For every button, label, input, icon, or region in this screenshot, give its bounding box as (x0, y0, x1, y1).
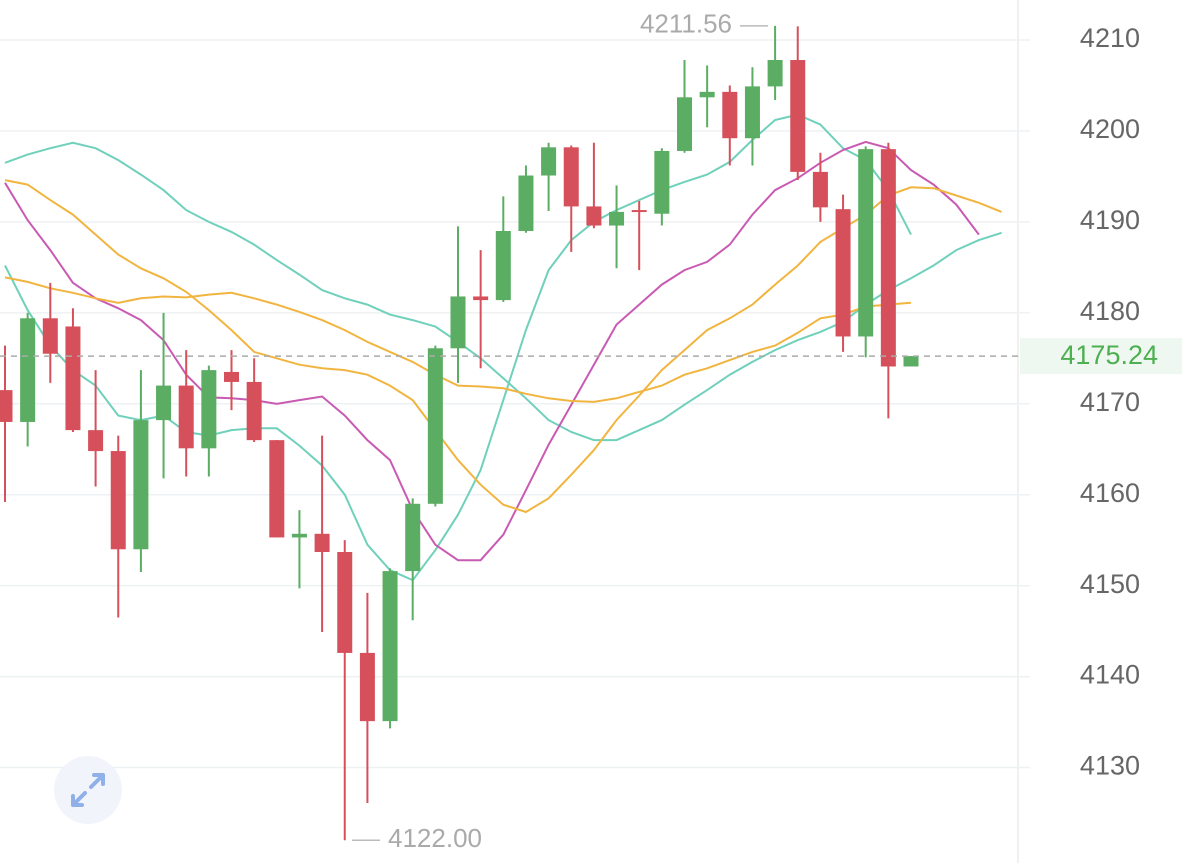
candles (0, 25, 919, 841)
candle-body (110, 451, 126, 550)
candle-body (858, 149, 874, 337)
y-tick-label: 4140 (1080, 660, 1140, 690)
candle-body (42, 318, 58, 354)
candle-body (133, 420, 149, 550)
candle-body (495, 230, 511, 301)
candle-body (246, 381, 262, 441)
candle-body (291, 533, 307, 538)
candle-body (359, 652, 375, 722)
candle-body (609, 211, 625, 226)
candle-body (699, 91, 715, 98)
ma-line (4, 141, 1002, 442)
y-tick-label: 4150 (1080, 569, 1140, 599)
candle-body (744, 86, 760, 139)
candle-body (178, 385, 194, 449)
ma-line (4, 179, 1002, 514)
candle-body (654, 150, 670, 214)
candle-body (405, 503, 421, 572)
candle-body (88, 430, 104, 452)
y-tick-label: 4160 (1080, 478, 1140, 508)
candle-body (65, 326, 81, 431)
last-price-label: 4175.24 (1060, 340, 1158, 370)
y-tick-label: 4180 (1080, 296, 1140, 326)
candle-body (156, 385, 172, 421)
candle-body (631, 210, 647, 213)
candle-body (903, 356, 919, 367)
candle-body (518, 175, 534, 231)
candle-body (722, 91, 738, 139)
candle-body (0, 390, 13, 422)
candle-body (563, 147, 579, 207)
annotations: 4175.24 4211.56 4122.00 (0, 9, 1182, 853)
candle-body (790, 60, 806, 172)
y-tick-label: 4210 (1080, 23, 1140, 53)
candle-body (835, 209, 851, 337)
candle-body (382, 571, 398, 722)
candle-body (473, 296, 489, 301)
ma-line (4, 140, 980, 562)
candle-body (586, 206, 602, 226)
y-tick-label: 4170 (1080, 387, 1140, 417)
candle-body (541, 147, 557, 176)
candle-body (224, 371, 239, 382)
candle-body (427, 348, 443, 504)
ma-line (4, 113, 912, 582)
candle-body (812, 171, 828, 208)
candle-body (767, 60, 783, 87)
y-tick-label: 4200 (1080, 114, 1140, 144)
y-tick-label: 4190 (1080, 205, 1140, 235)
y-tick-label: 4130 (1080, 751, 1140, 781)
expand-button[interactable] (54, 756, 122, 824)
last-price-box (1020, 338, 1182, 375)
candle-body (677, 97, 692, 151)
candle-body (880, 149, 896, 367)
candle-body (201, 370, 217, 449)
max-marker-label: 4211.56 (640, 9, 732, 39)
ma-line (4, 276, 912, 403)
moving-averages (4, 113, 1002, 582)
min-marker-label: 4122.00 (388, 823, 482, 853)
candle-body (337, 551, 353, 653)
candle-body (314, 533, 330, 552)
candle-body (269, 440, 285, 538)
candle-body (450, 296, 466, 349)
candle-body (20, 318, 36, 422)
